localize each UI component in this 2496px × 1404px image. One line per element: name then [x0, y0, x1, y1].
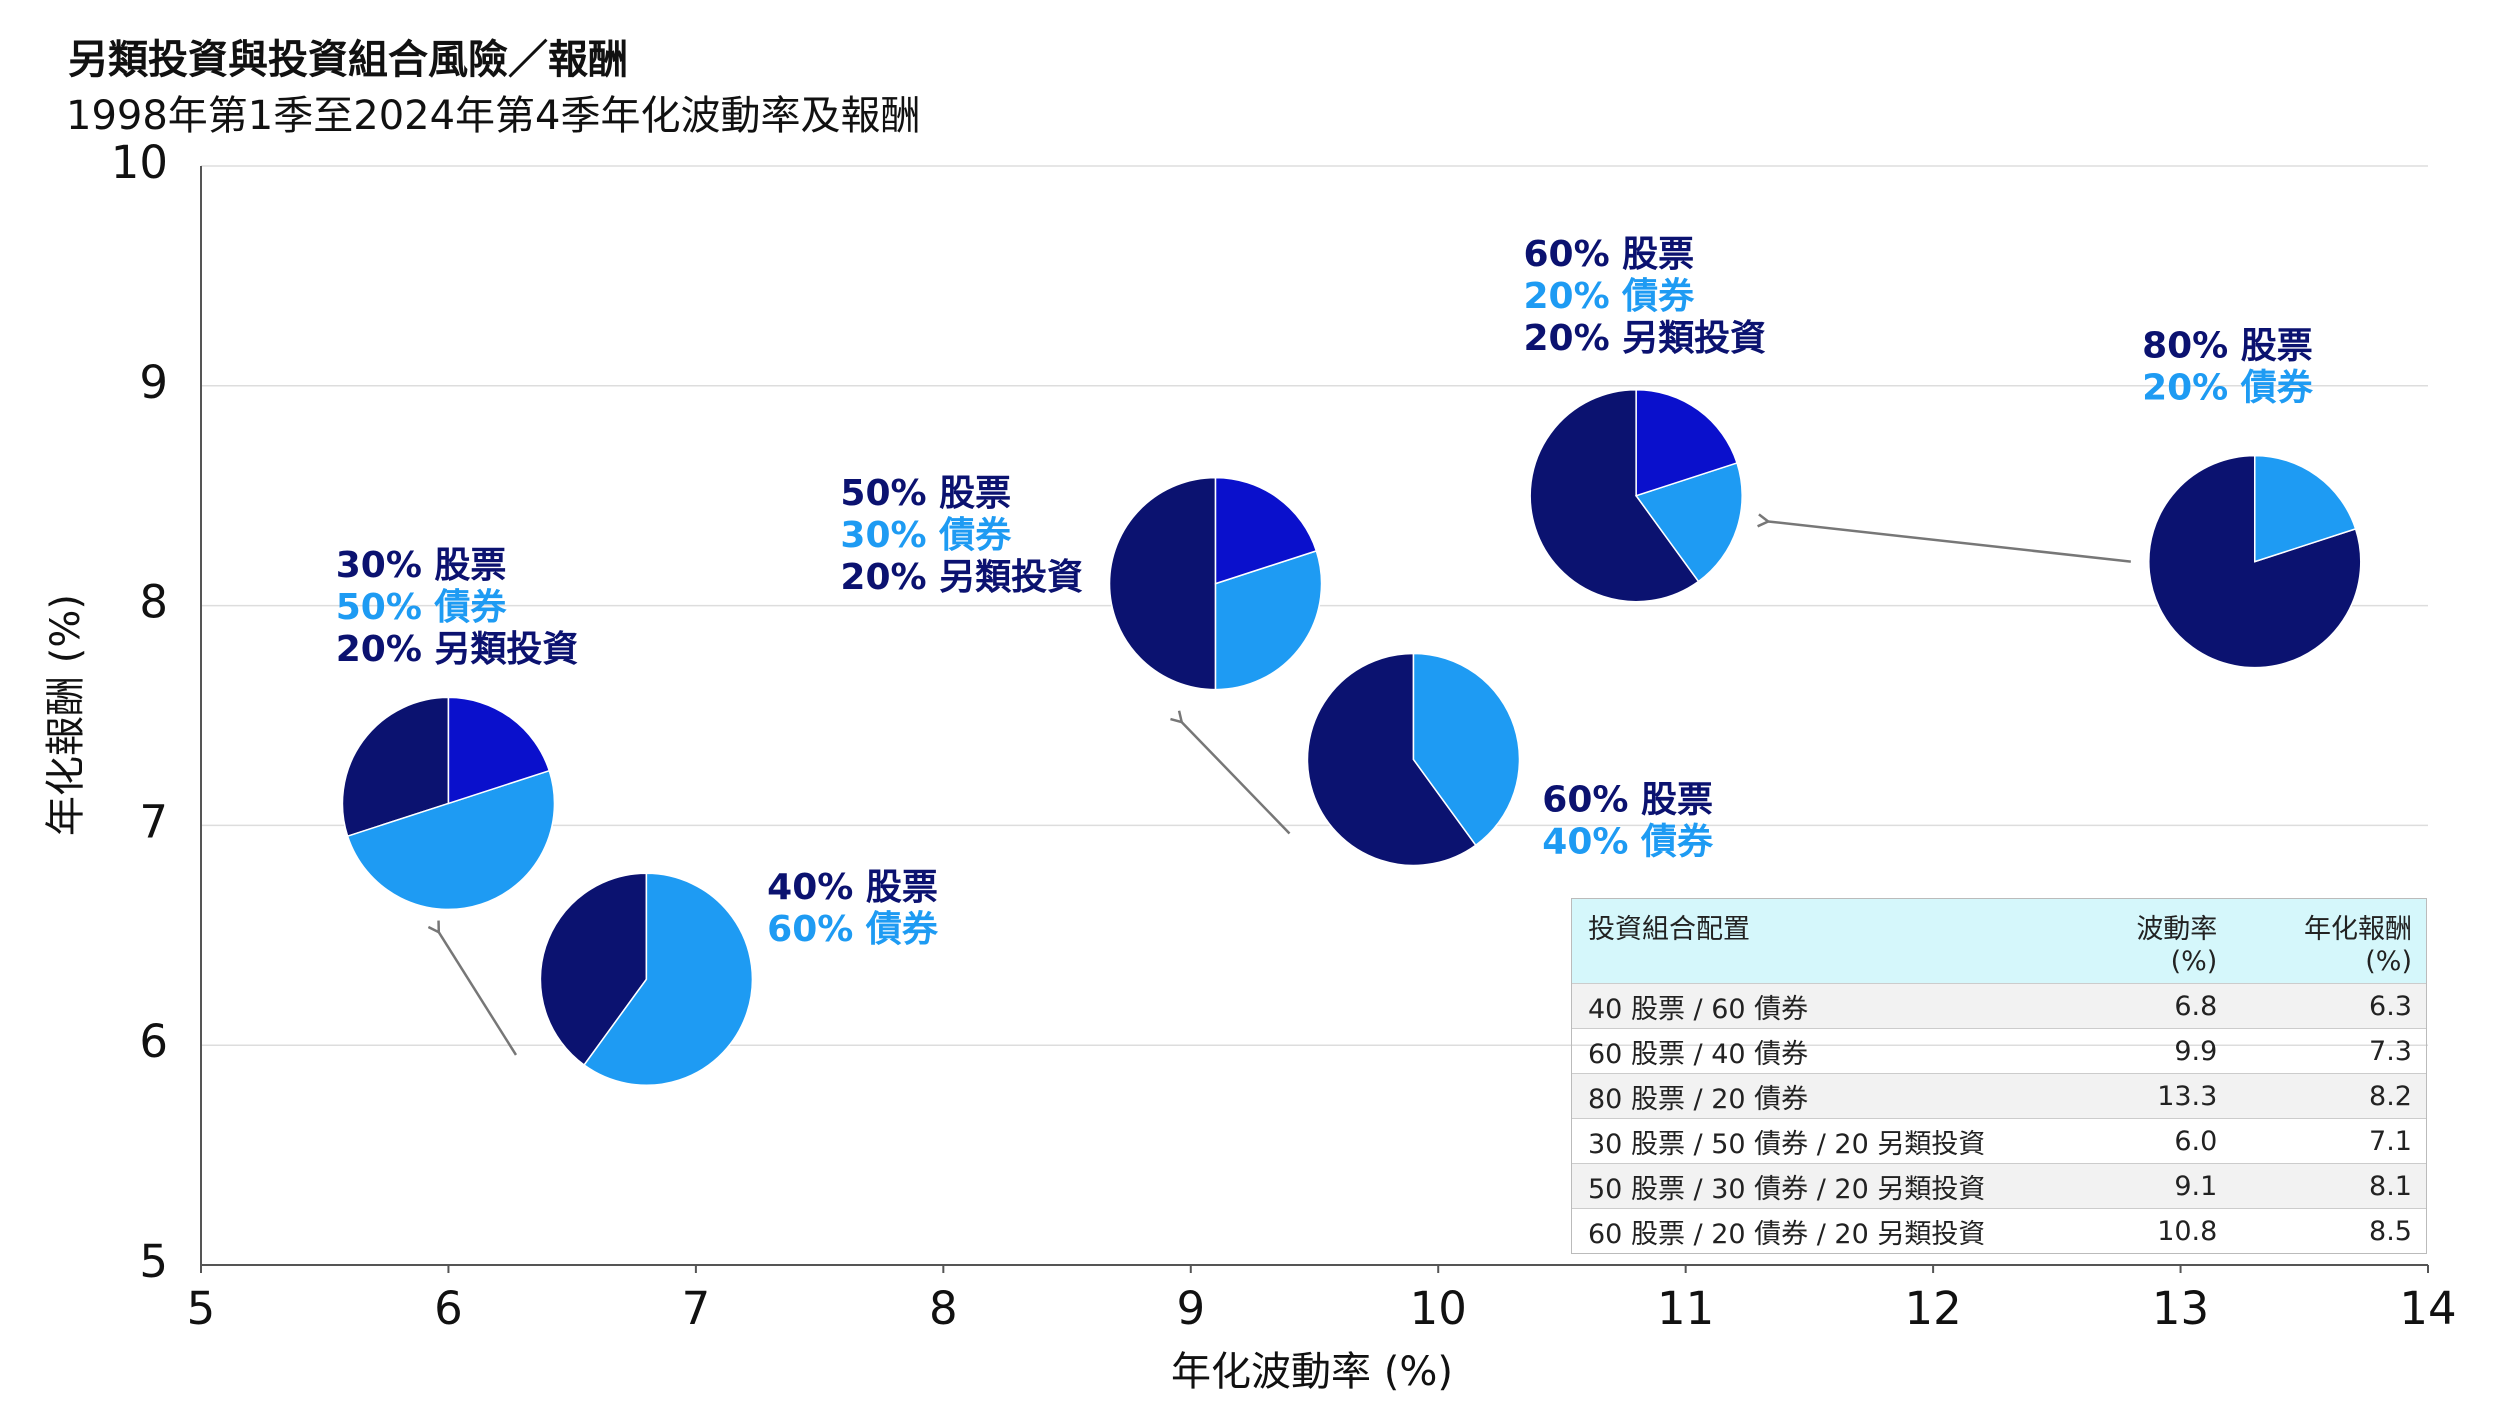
header-text: 投資組合配置 [1588, 914, 1750, 945]
table-cell: 9.9 [2174, 1035, 2218, 1067]
slice-label: 20% 另類投資 [336, 629, 579, 670]
y-tick-label: 5 [139, 1235, 168, 1288]
pie-slice [1214, 549, 1323, 691]
header-cell: 投資組合配置 [1572, 907, 2060, 946]
slice-label: 60% 股票 [1523, 234, 1694, 275]
table-row: 80 股票 / 20 債券 13.3 8.2 [1572, 1073, 2426, 1118]
pie-slice [1529, 388, 1700, 603]
slice-label: 30% 股票 [336, 545, 507, 586]
x-tick-label: 7 [682, 1282, 711, 1335]
slice-label: 40% 股票 [767, 867, 938, 908]
table-cell: 6.8 [2174, 990, 2218, 1022]
table-header: 投資組合配置 波動率 (%) 年化報酬 (%) [1572, 899, 2426, 983]
pie-slice [1108, 476, 1217, 691]
slice-label: 20% 債券 [2142, 368, 2314, 409]
x-tick-label: 9 [1176, 1282, 1205, 1335]
slice-label: 20% 債券 [1523, 276, 1695, 317]
y-tick-label: 9 [139, 356, 168, 409]
slice-label: 60% 債券 [767, 909, 939, 950]
x-tick-label: 13 [2152, 1282, 2209, 1335]
x-tick-label: 12 [1904, 1282, 1961, 1335]
pie-slice [583, 872, 754, 1087]
pie-slice [1214, 476, 1318, 585]
table-row: 30 股票 / 50 債券 / 20 另類投資 6.0 7.1 [1572, 1118, 2426, 1163]
table-cell: 60 股票 / 20 債券 / 20 另類投資 [1588, 1218, 1986, 1250]
table-cell: 7.3 [2369, 1035, 2412, 1067]
data-table: 投資組合配置 波動率 (%) 年化報酬 (%) 40 股票 / 60 債券 6.8 6.3 60… [1571, 898, 2427, 1254]
header-cell: 波動率 (%) [2060, 907, 2217, 977]
pie-slice [1412, 652, 1521, 847]
slice-label: 80% 股票 [2142, 326, 2313, 367]
x-tick-label: 6 [434, 1282, 463, 1335]
table-cell: 60 股票 / 40 債券 [1588, 1038, 1809, 1070]
pie-slice [1634, 461, 1743, 583]
header-text: 年化報酬 [2304, 914, 2412, 945]
header-text: (%) [2170, 946, 2218, 977]
slice-label: 20% 另類投資 [840, 557, 1083, 598]
y-tick-label: 8 [139, 576, 168, 629]
pie-slice [1635, 388, 1738, 497]
slice-label: 50% 股票 [840, 473, 1011, 514]
pie-slice [2148, 454, 2362, 669]
table-cell: 40 股票 / 60 債券 [1588, 993, 1809, 1025]
arrow [439, 932, 518, 1056]
pie-slice [1306, 652, 1477, 867]
pie-marker [1108, 476, 1323, 691]
table-row: 60 股票 / 40 債券 9.9 7.3 [1572, 1028, 2426, 1073]
slice-label: 40% 債券 [1542, 821, 1714, 862]
x-tick-label: 5 [187, 1282, 216, 1335]
table-cell: 6.3 [2369, 990, 2412, 1022]
table-cell: 50 股票 / 30 債券 / 20 另類投資 [1588, 1173, 1986, 1205]
y-axis-label: 年化報酬 (%) [43, 594, 89, 836]
pie-slice [341, 696, 450, 838]
pie-marker [1306, 652, 1521, 867]
arrow [1768, 521, 2131, 563]
header-text: (%) [2365, 946, 2412, 977]
y-tick-label: 6 [139, 1015, 168, 1068]
x-tick-label: 11 [1657, 1282, 1714, 1335]
x-tick-label: 10 [1410, 1282, 1467, 1335]
chart-title: 另類投資與投資組合風險／報酬 [68, 37, 628, 83]
header-text: 波動率 [2136, 914, 2218, 945]
pie-marker [2148, 454, 2362, 669]
table-cell: 8.1 [2369, 1170, 2412, 1202]
table-row: 50 股票 / 30 債券 / 20 另類投資 9.1 8.1 [1572, 1163, 2426, 1208]
pie-marker [1529, 388, 1743, 603]
y-tick-label: 10 [111, 136, 168, 189]
table-cell: 10.8 [2157, 1215, 2218, 1247]
table-cell: 30 股票 / 50 債券 / 20 另類投資 [1588, 1128, 1986, 1160]
x-tick-label: 8 [929, 1282, 958, 1335]
table-row: 60 股票 / 20 債券 / 20 另類投資 10.8 8.5 [1572, 1208, 2426, 1253]
x-axis-label: 年化波動率 (%) [1171, 1349, 1453, 1395]
pie-slice [346, 769, 556, 911]
pie-slice [2254, 454, 2357, 563]
slice-label: 30% 債券 [840, 515, 1012, 556]
arrow [1182, 722, 1291, 835]
pie-slice [447, 696, 551, 805]
slice-label: 50% 債券 [336, 587, 508, 628]
pie-marker [341, 696, 556, 911]
table-cell: 8.2 [2369, 1080, 2412, 1112]
table-cell: 80 股票 / 20 債券 [1588, 1083, 1809, 1115]
pie-slice [539, 872, 648, 1067]
table-cell: 13.3 [2157, 1080, 2218, 1112]
table-row: 40 股票 / 60 債券 6.8 6.3 [1572, 983, 2426, 1028]
table-cell: 6.0 [2174, 1125, 2218, 1157]
slice-label: 60% 股票 [1542, 779, 1713, 820]
chart-subtitle: 1998年第1季至2024年第4季年化波動率及報酬 [66, 93, 921, 139]
header-cell: 年化報酬 (%) [2217, 907, 2426, 977]
pie-marker [539, 872, 754, 1087]
table-cell: 9.1 [2174, 1170, 2218, 1202]
table-cell: 8.5 [2369, 1215, 2412, 1247]
y-tick-label: 7 [139, 795, 168, 848]
x-tick-label: 14 [2399, 1282, 2456, 1335]
slice-label: 20% 另類投資 [1523, 318, 1766, 359]
table-cell: 7.1 [2369, 1125, 2412, 1157]
